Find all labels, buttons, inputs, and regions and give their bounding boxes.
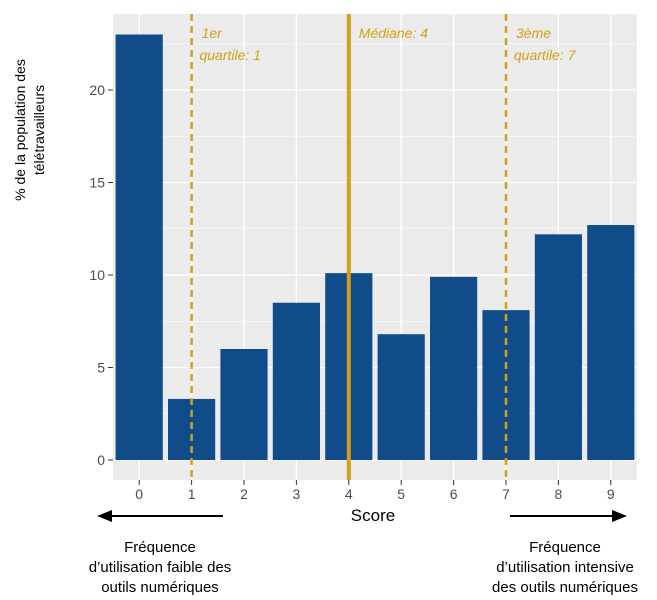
x-tick-label: 4 [345,486,353,502]
x-axis-title: Score [351,506,395,525]
reference-label-line: Médiane: 4 [359,25,428,41]
x-tick-label: 5 [397,486,405,502]
bars [115,34,635,460]
y-tick-label: 10 [89,267,105,283]
left-arrow-icon [97,510,223,522]
high-usage-note-line-3: des outils numériques [492,579,638,596]
reference-label-line: quartile: 7 [510,47,577,63]
y-axis-title: % de la population des télétravailleurs [11,59,49,201]
reference-label-2: Médiane: 4 [359,25,428,41]
x-tick-label: 9 [607,486,615,502]
low-usage-note-line-3: outils numériques [101,579,219,596]
x-tick-label: 8 [555,486,563,502]
low-usage-note-line-1: Fréquence [124,539,196,556]
x-tick-label: 0 [135,486,143,502]
bar-3 [272,302,320,460]
right-arrow-icon [510,510,627,522]
reference-label-1: 1er quartile: 1 [196,25,261,63]
reference-label-line: 1er [202,25,224,41]
low-usage-note-line-2: d’utilisation faible des [88,559,232,576]
x-tick-label: 3 [293,486,301,502]
x-tick-label: 7 [502,486,510,502]
reference-label-3: 3ème quartile: 7 [510,25,577,63]
bar-5 [377,334,425,460]
y-tick-label: 15 [89,175,105,191]
bar-8 [534,234,582,460]
y-tick-label: 20 [89,82,105,98]
reference-label-line: 3ème [516,25,551,41]
y-axis-title-line-1: % de la population des [12,59,28,201]
bar-2 [220,349,268,460]
y-tick-label: 5 [97,360,105,376]
bar-0 [115,34,163,460]
y-tick-label: 0 [97,452,105,468]
reference-label-line: quartile: 1 [196,47,261,63]
x-tick-label: 6 [450,486,458,502]
x-tick-label: 1 [188,486,196,502]
high-usage-note-line-1: Fréquence [529,539,601,556]
bar-6 [430,276,478,460]
high-usage-note: Fréquence d’utilisation intensive des ou… [470,538,657,598]
y-axis-title-line-2: télétravailleurs [31,84,47,176]
y-axis: 0 5 10 15 20 [89,82,113,468]
x-axis: 0 1 2 3 4 5 6 7 8 9 [135,480,615,502]
high-usage-note-line-2: d’utilisation intensive [496,559,634,576]
low-usage-note: Fréquence d’utilisation faible des outil… [60,538,260,598]
x-tick-label: 2 [240,486,248,502]
reference-lines: 1er quartile: 1 Médiane: 4 3ème quartile: … [190,14,577,480]
bar-9 [587,225,635,460]
